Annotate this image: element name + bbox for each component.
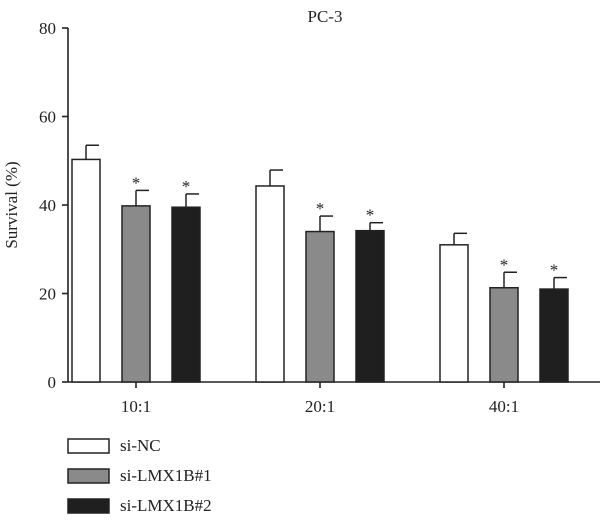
legend: si-NC si-LMX1B#1 si-LMX1B#2: [67, 436, 212, 515]
legend-label: si-LMX1B#2: [120, 496, 212, 515]
y-tick-label: 60: [39, 108, 56, 127]
bar: [305, 230, 335, 383]
significance-marker: *: [550, 261, 559, 280]
legend-swatch: [67, 438, 110, 454]
x-tick-label: 40:1: [489, 397, 519, 416]
y-axis-label: Survival (%): [2, 161, 21, 248]
y-tick-label: 0: [48, 373, 57, 392]
bar: [439, 244, 469, 383]
bar: [71, 158, 101, 383]
chart-title: PC-3: [308, 7, 343, 26]
bar: [355, 229, 385, 383]
bar: [121, 205, 151, 383]
bar: [171, 206, 201, 383]
bar: [539, 288, 569, 383]
y-tick-label: 40: [39, 196, 56, 215]
bar: [255, 185, 285, 383]
significance-marker: *: [316, 199, 325, 218]
significance-marker: *: [182, 177, 191, 196]
y-tick-label: 20: [39, 285, 56, 304]
x-tick-label: 10:1: [121, 397, 151, 416]
legend-label: si-LMX1B#1: [120, 466, 212, 485]
y-tick-label: 80: [39, 19, 56, 38]
x-tick-label: 20:1: [305, 397, 335, 416]
bar: [489, 286, 519, 383]
legend-swatch: [67, 468, 110, 484]
significance-marker: *: [500, 255, 509, 274]
significance-marker: *: [132, 173, 141, 192]
significance-marker: *: [366, 206, 375, 225]
legend-swatch: [67, 498, 110, 514]
legend-label: si-NC: [120, 436, 161, 455]
plot-area: 0 20 40 60 80 10:1 * * 20:1 * * 40:1 * *: [39, 19, 600, 416]
